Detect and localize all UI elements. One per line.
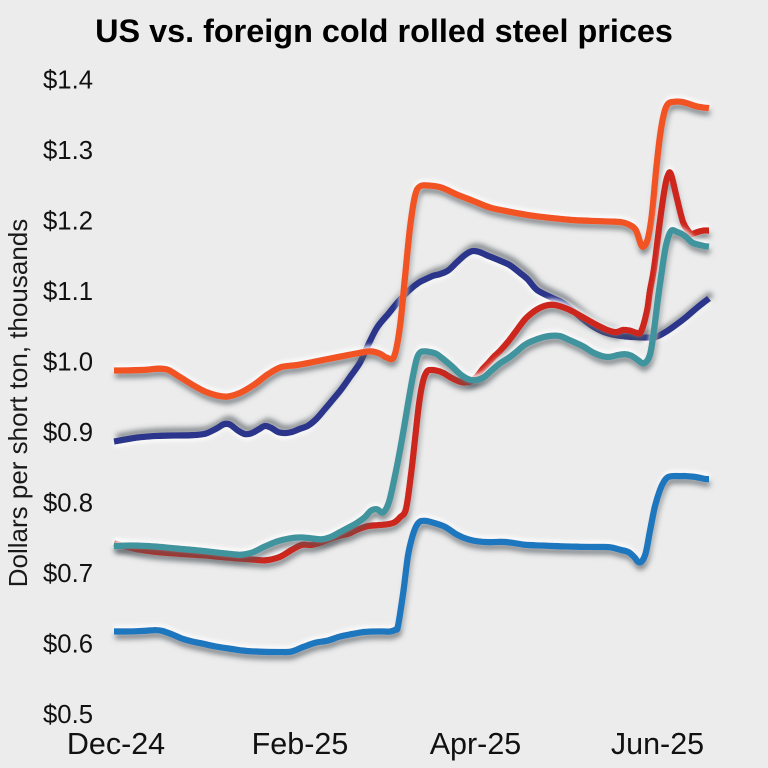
svg-text:Dec-24: Dec-24 bbox=[67, 727, 165, 761]
svg-text:$1.1: $1.1 bbox=[43, 278, 93, 306]
svg-text:$1.2: $1.2 bbox=[43, 207, 93, 235]
svg-text:Feb-25: Feb-25 bbox=[252, 727, 349, 761]
svg-text:$0.9: $0.9 bbox=[43, 419, 93, 447]
svg-text:$1.4: $1.4 bbox=[43, 66, 93, 94]
svg-text:Dollars per short ton, thousan: Dollars per short ton, thousands bbox=[3, 219, 33, 588]
svg-text:US vs. foreign cold rolled ste: US vs. foreign cold rolled steel prices bbox=[95, 13, 673, 49]
svg-text:$0.7: $0.7 bbox=[43, 560, 93, 588]
svg-text:$0.8: $0.8 bbox=[43, 489, 93, 517]
svg-text:$1.3: $1.3 bbox=[43, 137, 93, 165]
svg-text:$0.5: $0.5 bbox=[43, 701, 93, 729]
svg-text:Apr-25: Apr-25 bbox=[430, 727, 522, 761]
svg-text:$1.0: $1.0 bbox=[43, 348, 93, 376]
svg-text:$0.6: $0.6 bbox=[43, 630, 93, 658]
svg-text:Jun-25: Jun-25 bbox=[611, 727, 704, 761]
